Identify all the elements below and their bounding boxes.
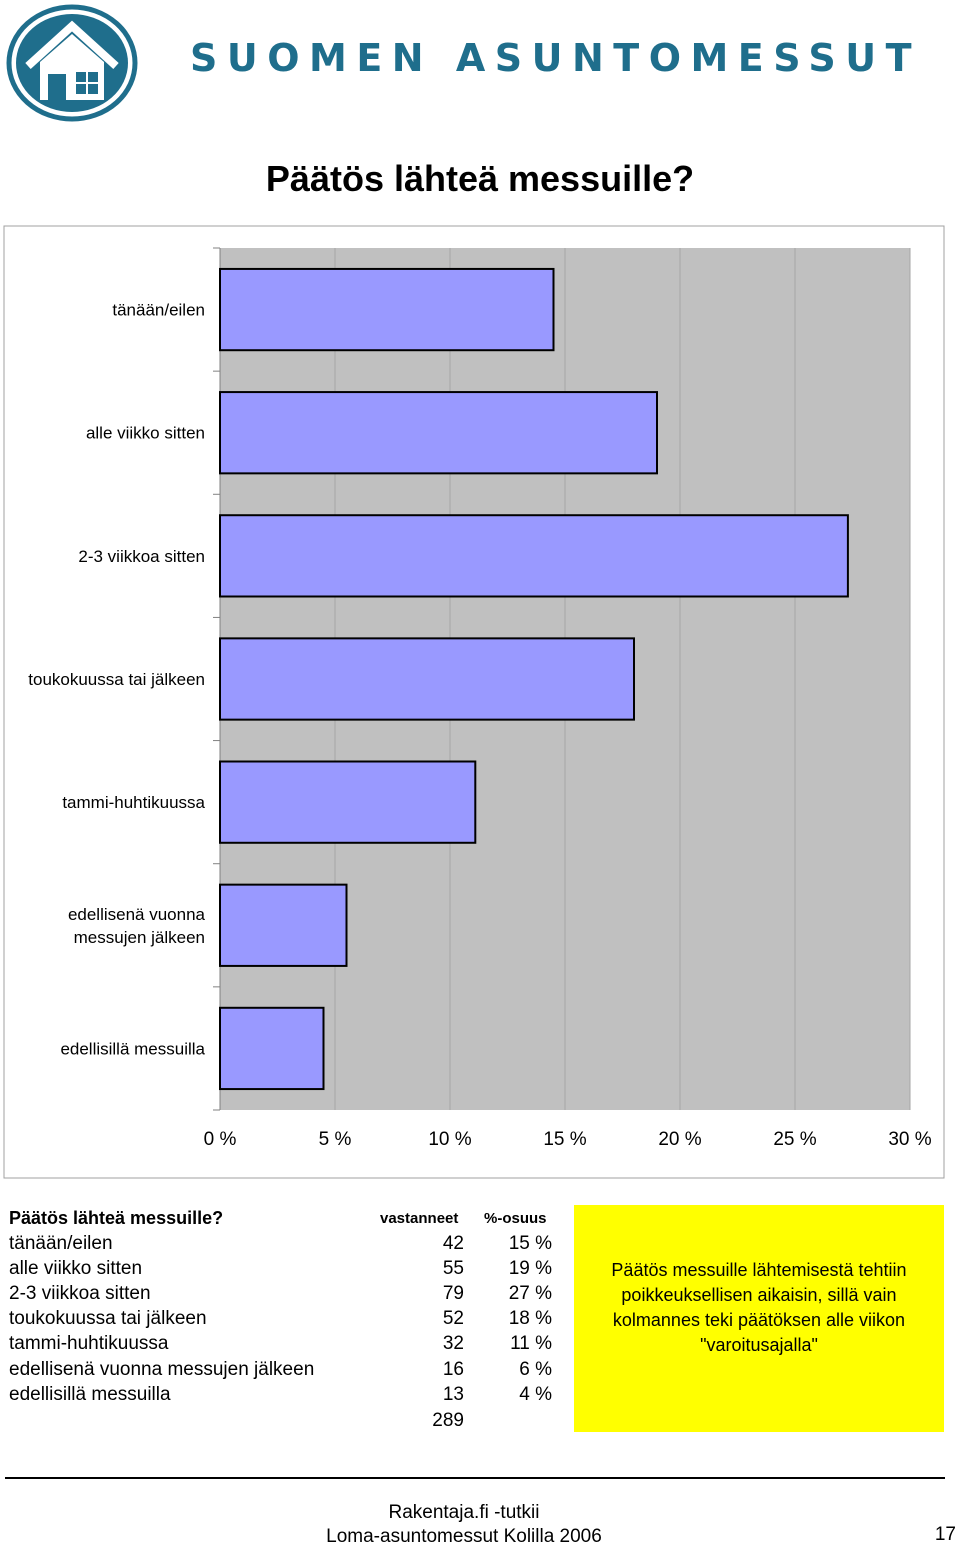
row-label: alle viikko sitten [9, 1258, 143, 1279]
category-label: alle viikko sitten [86, 424, 205, 443]
row-count: 55 [442, 1258, 464, 1279]
category-label: edellisenä vuonna messujen jälkeen [68, 905, 206, 947]
bar [219, 883, 348, 967]
footer-source: Rakentaja.fi -tutkii [388, 1502, 540, 1523]
x-tick-label: 10 % [428, 1129, 471, 1150]
y-axis-ticks [213, 247, 220, 1111]
page-number: 17 [934, 1524, 956, 1545]
row-count: 13 [442, 1384, 464, 1405]
table-row: alle viikko sitten 55 19 % [0, 1258, 560, 1283]
row-share: 15 % [508, 1233, 552, 1254]
row-label: edellisenä vuonna messujen jälkeen [9, 1359, 315, 1380]
row-count: 32 [442, 1333, 464, 1354]
row-label: toukokuussa tai jälkeen [9, 1308, 207, 1329]
row-share: 11 % [510, 1333, 552, 1354]
row-count: 79 [442, 1283, 464, 1304]
row-count: 52 [442, 1308, 464, 1329]
row-label: edellisillä messuilla [9, 1384, 171, 1405]
bar [219, 267, 555, 352]
x-tick-label: 25 % [773, 1129, 816, 1150]
table-row: tammi-huhtikuussa 32 11 % [0, 1333, 560, 1358]
table-row: toukokuussa tai jälkeen 52 18 % [0, 1308, 560, 1333]
table-row: 2-3 viikkoa sitten 79 27 % [0, 1283, 560, 1308]
bar [219, 760, 477, 844]
bar [219, 1006, 325, 1091]
note-text: Päätös messuille lähtemisestä tehtiin po… [611, 1260, 907, 1355]
footer-divider [5, 1477, 945, 1479]
row-share: 18 % [508, 1308, 552, 1329]
category-label: toukokuussa tai jälkeen [28, 670, 205, 689]
x-tick-label: 15 % [543, 1129, 586, 1150]
category-label: 2-3 viikkoa sitten [78, 547, 205, 566]
row-count: 16 [442, 1359, 464, 1380]
x-tick-label: 30 % [888, 1129, 931, 1150]
bar [219, 514, 849, 598]
category-label: tänään/eilen [112, 301, 205, 320]
table-row: tänään/eilen 42 15 % [0, 1233, 560, 1258]
page-title: Päätös lähteä messuille? [265, 158, 695, 199]
house-logo-icon [6, 4, 138, 122]
x-tick-label: 5 % [319, 1129, 352, 1150]
footer-event: Loma-asuntomessut Kolilla 2006 [326, 1526, 602, 1547]
x-tick-label: 20 % [658, 1129, 701, 1150]
row-share: 6 % [519, 1359, 552, 1380]
row-share: 19 % [508, 1258, 552, 1279]
table-header-count: vastanneet [380, 1210, 459, 1227]
table-header-share: %-osuus [484, 1210, 547, 1227]
bar [219, 391, 658, 475]
table-total: 289 [432, 1410, 464, 1431]
table-row: edellisenä vuonna messujen jälkeen 16 6 … [0, 1359, 560, 1384]
category-labels: tänään/eilen alle viikko sitten 2-3 viikko… [28, 301, 205, 1059]
highlight-note-box: Päätös messuille lähtemisestä tehtiin po… [574, 1205, 944, 1432]
x-tick-labels: 0 % 5 % 10 % 15 % 20 % 25 % 30 % [204, 1129, 932, 1150]
table-title: Päätös lähteä messuille? [9, 1208, 224, 1228]
x-tick-label: 0 % [204, 1129, 237, 1150]
bars [219, 267, 849, 1091]
row-label: tammi-huhtikuussa [9, 1333, 169, 1354]
row-share: 27 % [508, 1283, 552, 1304]
brand-name: SUOMEN ASUNTOMESSUT [190, 36, 922, 80]
bar-chart: tänään/eilen alle viikko sitten 2-3 viikko… [3, 225, 945, 1179]
category-label: edellisillä messuilla [60, 1039, 205, 1058]
table-row: edellisillä messuilla 13 4 % [0, 1384, 560, 1409]
row-label: tänään/eilen [9, 1233, 113, 1254]
row-share: 4 % [519, 1384, 552, 1405]
category-label: tammi-huhtikuussa [62, 793, 205, 812]
bar [219, 637, 635, 721]
row-label: 2-3 viikkoa sitten [9, 1283, 151, 1304]
row-count: 42 [442, 1233, 464, 1254]
